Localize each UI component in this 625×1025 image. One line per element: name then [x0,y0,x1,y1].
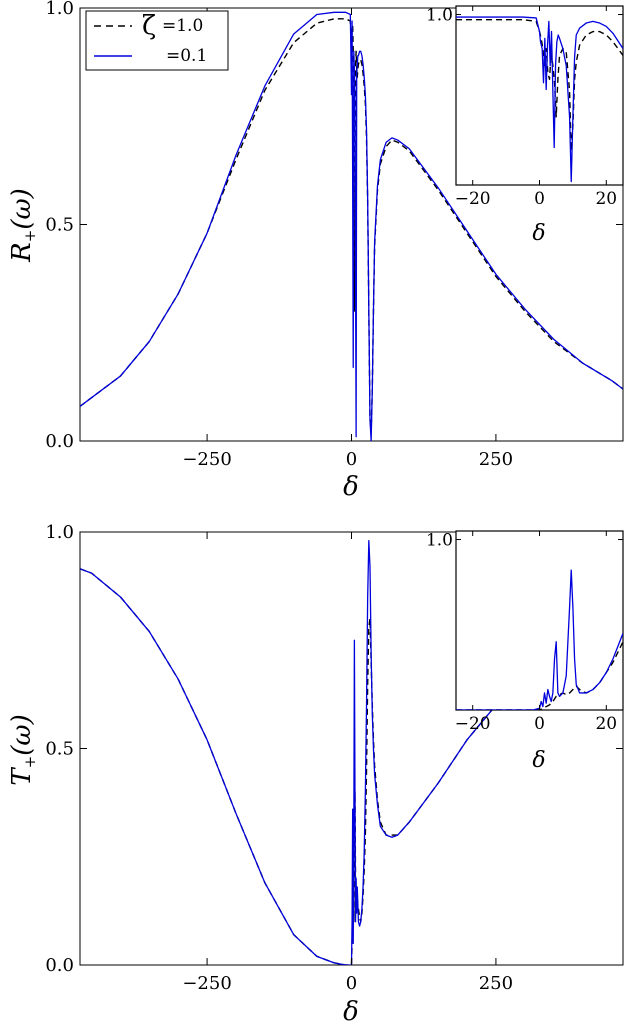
bottom-inset-xtick-label: 20 [595,714,617,734]
top-yticks: 0.0 0.5 1.0 [45,0,623,452]
top-ylabel: R+(ω) [7,188,39,263]
top-xlabel: δ [343,472,359,502]
legend-box [85,10,229,71]
bottom-ytick-label: 0.5 [45,739,74,760]
bottom-ylabel: T+(ω) [7,714,39,785]
top-inset-series-zeta-1-0-line [456,18,623,152]
bottom-series-zeta-0-1-line [80,540,623,965]
top-panel: −250 0 250 0.0 0.5 1.0 δ R+(ω) ζ =1.0 =0.1 −… [7,0,624,502]
top-xticks: −250 0 250 [182,8,513,470]
bottom-ylabel-main: T [7,767,37,786]
bottom-inset-xtick-label: 0 [534,714,545,734]
top-inset-yticks: 1.0 [426,6,623,26]
svg-text:T+(ω): T+(ω) [7,714,39,785]
top-ytick-label: 1.0 [45,0,74,19]
bottom-ytick-label: 0.0 [45,955,74,976]
top-inset-ytick-label: 1.0 [426,6,453,26]
bottom-xtick-label: 0 [346,973,357,994]
top-inset-xtick-label: −20 [455,189,491,209]
legend-entry-2-label: =0.1 [166,46,207,66]
top-ylabel-main: R [7,242,37,263]
bottom-inset: −20 0 20 1.0 δ [426,530,624,773]
top-ytick-label: 0.0 [45,431,74,452]
bottom-panel: −250 0 250 0.0 0.5 1.0 δ T+(ω) −20 0 20 1.0 δ [7,522,624,1025]
bottom-inset-plot-area [455,530,624,711]
bottom-xtick-label: 250 [479,973,513,994]
top-xtick-label: −250 [182,449,231,470]
bottom-inset-series-group [456,569,623,710]
legend: ζ =1.0 =0.1 [85,10,229,71]
bottom-inset-xtick-label: −20 [455,714,491,734]
legend-entry-1-label: =1.0 [162,16,203,36]
top-inset-xlabel: δ [532,221,545,246]
bottom-ylabel-sub: + [21,756,39,769]
top-ylabel-sub: + [21,230,39,243]
legend-zeta-symbol: ζ [142,11,156,41]
bottom-inset-xticks: −20 0 20 [455,531,617,734]
bottom-ylabel-arg: (ω) [7,714,37,756]
top-inset-xtick-label: 20 [595,189,617,209]
top-inset-series-zeta-0-1-line [456,16,623,183]
bottom-xlabel: δ [343,997,359,1025]
bottom-inset-yticks: 1.0 [426,531,623,551]
top-xtick-label: 250 [479,449,513,470]
bottom-series-group [80,540,623,965]
top-inset-xticks: −20 0 20 [455,6,617,209]
top-series-group [80,11,623,441]
bottom-xticks: −250 0 250 [182,532,513,994]
bottom-inset-ytick-label: 1.0 [426,531,453,551]
top-ytick-label: 0.5 [45,215,74,236]
bottom-yticks: 0.0 0.5 1.0 [45,522,623,976]
bottom-inset-series-zeta-0-1-line [456,569,623,710]
top-inset-xtick-label: 0 [534,189,545,209]
top-series-zeta-1-0-line [80,18,623,434]
bottom-inset-xlabel: δ [532,748,545,773]
svg-text:R+(ω): R+(ω) [7,188,39,263]
top-inset: −20 0 20 1.0 δ [426,5,624,246]
top-inset-series-group [456,16,623,183]
bottom-ytick-label: 1.0 [45,522,74,543]
top-xtick-label: 0 [346,449,357,470]
bottom-xtick-label: −250 [182,973,231,994]
top-series-zeta-0-1-line [80,11,623,441]
top-ylabel-arg: (ω) [7,188,37,230]
